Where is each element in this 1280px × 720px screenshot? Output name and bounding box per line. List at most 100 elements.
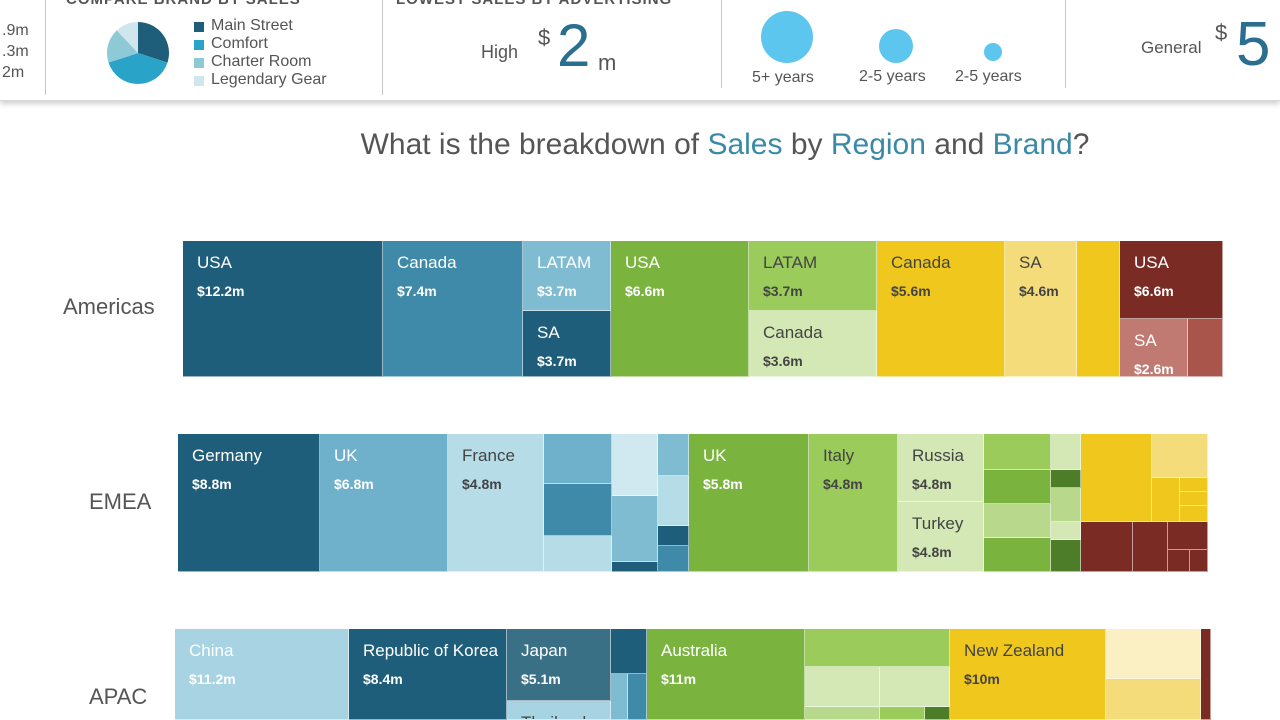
brand-panel-title: COMPARE BRAND BY SALES <box>66 0 301 8</box>
treemap-cell[interactable]: UK $5.8m <box>689 434 809 572</box>
treemap-cell[interactable]: Thailand <box>507 701 611 720</box>
treemap-cell[interactable] <box>628 674 647 720</box>
treemap-cell[interactable]: New Zealand $10m <box>950 629 1106 720</box>
cell-value: $3.7m <box>537 283 577 299</box>
treemap-cell[interactable]: SA $3.7m <box>523 311 611 377</box>
treemap-cell[interactable]: SA $2.6m <box>1120 319 1188 377</box>
treemap-cell[interactable] <box>984 538 1051 572</box>
treemap-cell[interactable]: LATAM $3.7m <box>749 241 877 311</box>
separator <box>1065 0 1066 88</box>
treemap-cell[interactable] <box>984 470 1051 504</box>
treemap-cell[interactable] <box>1051 522 1081 540</box>
treemap-cell[interactable] <box>612 562 658 572</box>
bubble-2-5-years-small[interactable] <box>984 43 1002 61</box>
treemap-cell[interactable] <box>1180 506 1208 522</box>
treemap-cell[interactable]: Canada $5.6m <box>877 241 1005 377</box>
treemap-cell[interactable] <box>805 707 880 720</box>
cell-label: UK <box>703 446 727 465</box>
treemap-cell[interactable] <box>1168 550 1190 572</box>
treemap-cell[interactable] <box>925 707 950 720</box>
region-label-emea: EMEA <box>89 489 152 514</box>
treemap-cell[interactable] <box>1168 522 1208 550</box>
treemap-cell[interactable] <box>658 434 689 476</box>
treemap-cell[interactable]: UK $6.8m <box>320 434 448 572</box>
treemap-cell[interactable] <box>805 629 950 667</box>
treemap-cell[interactable] <box>805 667 880 707</box>
treemap-cell[interactable] <box>1106 679 1201 720</box>
legend-item[interactable]: Main Street <box>211 17 293 34</box>
treemap-cell[interactable]: Republic of Korea $8.4m <box>349 629 507 720</box>
legend-item[interactable]: Comfort <box>211 35 268 52</box>
treemap-cell[interactable]: Germany $8.8m <box>178 434 320 572</box>
treemap-cell[interactable]: USA $12.2m <box>183 241 383 377</box>
treemap-cell[interactable]: SA $4.6m <box>1005 241 1077 377</box>
bubble-5plus-years[interactable] <box>761 11 813 63</box>
treemap-cell[interactable]: LATAM $3.7m <box>523 241 611 311</box>
cell-value: $3.6m <box>763 353 803 369</box>
pie-slice[interactable] <box>116 22 138 53</box>
cell-value: $11.2m <box>189 671 236 687</box>
treemap-cell[interactable] <box>544 484 612 536</box>
brand-pie-chart[interactable] <box>106 21 170 85</box>
treemap-cell[interactable] <box>611 629 647 674</box>
legend-item[interactable]: Charter Room <box>211 53 312 70</box>
treemap-cell[interactable] <box>611 674 628 720</box>
treemap-cell[interactable] <box>658 526 689 546</box>
treemap-cell[interactable]: Italy $4.8m <box>809 434 898 572</box>
treemap-cell[interactable] <box>1051 488 1081 522</box>
pie-slice[interactable] <box>138 22 169 63</box>
treemap-cell[interactable] <box>1152 478 1180 522</box>
treemap-cell[interactable] <box>612 496 658 562</box>
treemap-cell[interactable] <box>1081 522 1133 572</box>
treemap-cell[interactable] <box>1190 550 1208 572</box>
treemap-cell[interactable] <box>544 536 612 572</box>
title-keyword-sales[interactable]: Sales <box>707 128 783 161</box>
treemap-cell[interactable] <box>544 434 612 484</box>
title-keyword-brand[interactable]: Brand <box>992 128 1073 161</box>
treemap-cell[interactable] <box>1081 434 1152 522</box>
treemap-cell[interactable] <box>984 434 1051 470</box>
treemap-cell[interactable]: Canada $7.4m <box>383 241 523 377</box>
advertising-unit: m <box>598 50 617 75</box>
title-part: and <box>925 128 993 161</box>
legend-item[interactable]: Legendary Gear <box>211 71 327 88</box>
treemap-cell[interactable]: Canada $3.6m <box>749 311 877 377</box>
treemap-cell[interactable] <box>1133 522 1168 572</box>
treemap-cell[interactable] <box>1180 478 1208 492</box>
treemap-cell[interactable] <box>1051 470 1081 488</box>
treemap-cell[interactable]: USA $6.6m <box>611 241 749 377</box>
treemap-cell[interactable] <box>1180 492 1208 506</box>
general-value: 5 <box>1236 10 1271 79</box>
treemap-cell[interactable] <box>1106 629 1201 679</box>
treemap-cell[interactable]: USA $6.6m <box>1120 241 1223 319</box>
treemap-cell[interactable] <box>880 667 950 707</box>
treemap-cell[interactable] <box>658 476 689 526</box>
cell-label: Canada <box>763 323 823 342</box>
pie-slice[interactable] <box>107 30 138 63</box>
treemap-cell[interactable] <box>1201 629 1211 720</box>
treemap-cell[interactable]: France $4.8m <box>448 434 544 572</box>
treemap-cell[interactable]: China $11.2m <box>175 629 349 720</box>
treemap-cell[interactable]: Japan $5.1m <box>507 629 611 701</box>
treemap-cell[interactable] <box>1051 434 1081 470</box>
treemap-cell[interactable] <box>880 707 925 720</box>
cell-value: $4.8m <box>462 476 502 492</box>
treemap-cell[interactable] <box>1188 319 1223 377</box>
treemap-cell[interactable] <box>984 504 1051 538</box>
treemap-cell[interactable] <box>1051 540 1081 572</box>
pie-slice[interactable] <box>108 53 168 84</box>
title-keyword-region[interactable]: Region <box>830 128 926 161</box>
treemap-cell[interactable]: Australia $11m <box>647 629 805 720</box>
treemap-cell[interactable] <box>658 546 689 572</box>
treemap-cell[interactable]: Russia $4.8m <box>898 434 984 502</box>
cell-value: $5.6m <box>891 283 931 299</box>
cell-label: USA <box>625 253 660 272</box>
bubble-2-5-years[interactable] <box>879 29 913 63</box>
treemap-cell[interactable] <box>612 434 658 496</box>
treemap-cell[interactable]: Turkey $4.8m <box>898 502 984 572</box>
advertising-currency: $ <box>538 25 551 50</box>
treemap-cell[interactable] <box>1077 241 1120 377</box>
treemap-cell[interactable] <box>1152 434 1208 478</box>
separator <box>721 0 722 88</box>
general-label: General <box>1141 38 1202 57</box>
